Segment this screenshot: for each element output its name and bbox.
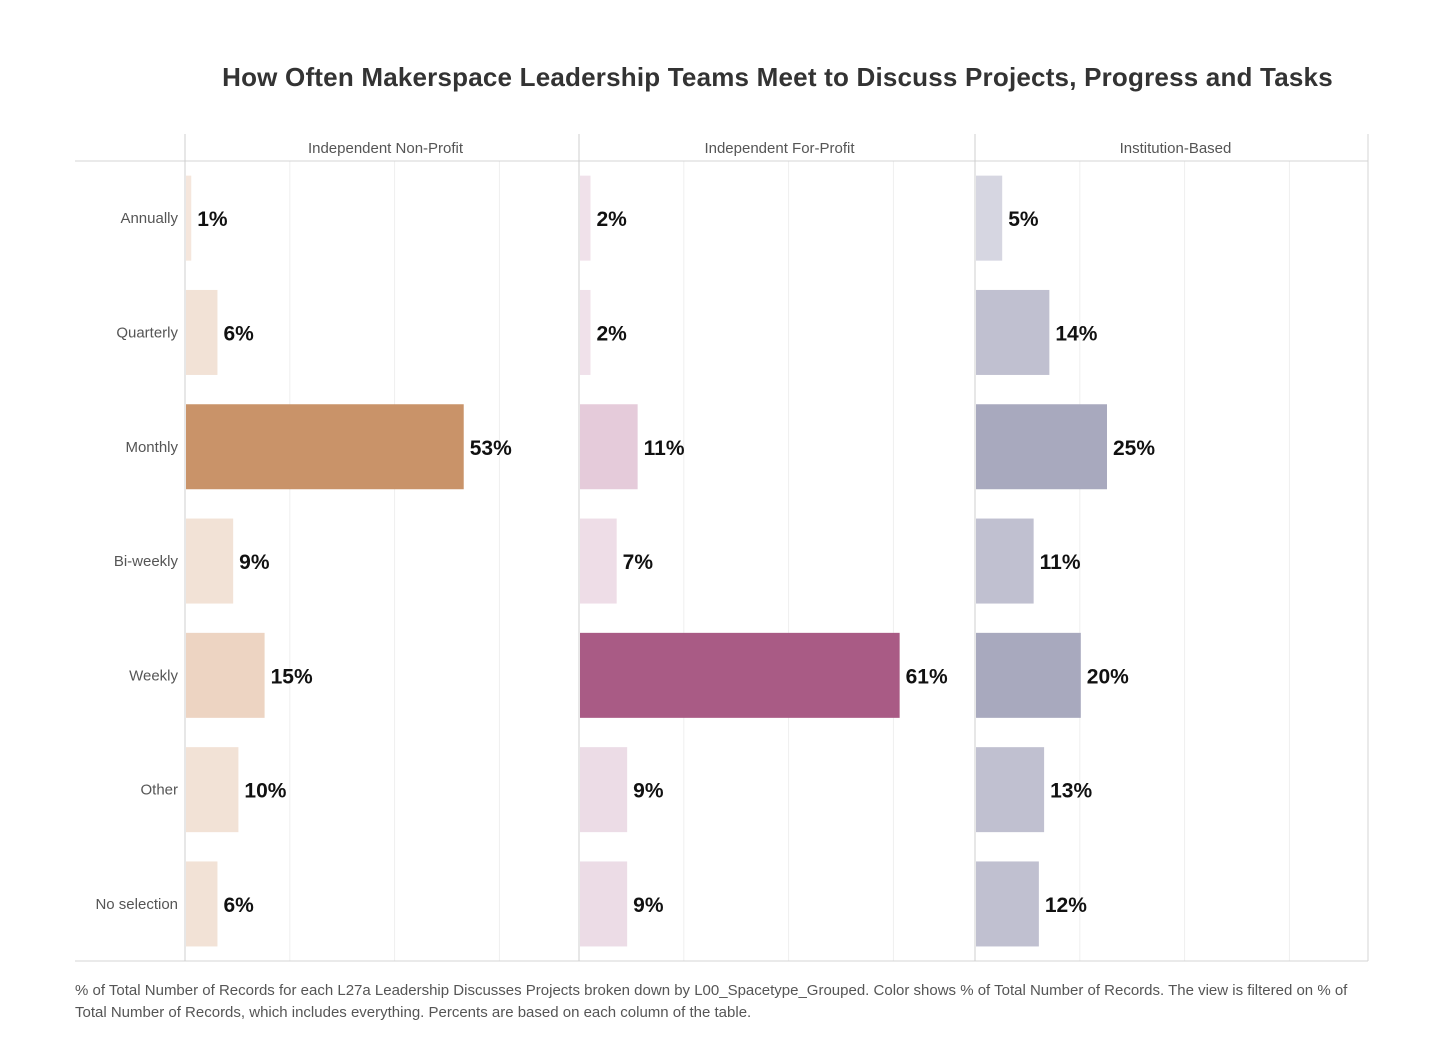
bar	[186, 289, 218, 375]
data-label: 11%	[644, 437, 685, 460]
axes: Independent Non-Profit Independent For-Pr…	[75, 134, 1369, 962]
bar	[580, 861, 628, 947]
category-label: No selection	[95, 896, 178, 913]
bar	[580, 518, 617, 604]
data-label: 9%	[633, 894, 664, 917]
bar	[186, 747, 239, 833]
gridlines	[289, 161, 1290, 961]
bar	[976, 632, 1081, 718]
data-label: 2%	[596, 208, 627, 231]
data-label: 53%	[470, 437, 512, 460]
data-label: 14%	[1055, 322, 1097, 345]
panel-header: Institution-Based	[1120, 140, 1232, 157]
data-label: 12%	[1045, 894, 1087, 917]
bar	[976, 747, 1045, 833]
data-label: 9%	[239, 551, 270, 574]
category-label: Monthly	[125, 439, 178, 456]
bars	[186, 175, 1107, 947]
data-label: 9%	[633, 780, 664, 803]
bar	[580, 632, 900, 718]
category-label: Bi-weekly	[114, 553, 179, 570]
data-label: 61%	[906, 665, 948, 688]
data-label: 7%	[623, 551, 654, 574]
bar	[580, 404, 638, 490]
panel-header: Independent For-Profit	[704, 140, 855, 157]
bar	[186, 518, 234, 604]
data-label: 10%	[244, 780, 286, 803]
bar	[976, 289, 1050, 375]
chart-footnote: % of Total Number of Records for each L2…	[75, 982, 1348, 1021]
data-label: 25%	[1113, 437, 1155, 460]
data-labels: 1% 6% 53% 9% 15% 10% 6% 2% 2% 11% 7% 61% 9% 9% 5% 14% 25…	[197, 208, 1155, 917]
data-label: 13%	[1050, 780, 1092, 803]
category-label: Weekly	[129, 667, 178, 684]
bar	[976, 404, 1107, 490]
category-label: Annually	[120, 210, 178, 227]
category-label: Other	[140, 782, 178, 799]
bar	[186, 404, 464, 490]
bar	[580, 175, 591, 261]
bar	[976, 518, 1034, 604]
bar	[976, 861, 1039, 947]
panel-header: Independent Non-Profit	[308, 140, 464, 157]
chart-title: How Often Makerspace Leadership Teams Me…	[222, 62, 1333, 92]
data-label: 20%	[1087, 665, 1129, 688]
data-label: 1%	[197, 208, 228, 231]
data-label: 5%	[1008, 208, 1039, 231]
bar	[186, 175, 192, 261]
data-label: 15%	[271, 665, 313, 688]
bar	[580, 289, 591, 375]
bar	[976, 175, 1003, 261]
bar	[186, 632, 265, 718]
category-label: Quarterly	[116, 324, 178, 341]
data-label: 6%	[223, 322, 254, 345]
data-label: 2%	[596, 322, 627, 345]
data-label: 11%	[1040, 551, 1081, 574]
bar	[186, 861, 218, 947]
bar	[580, 747, 628, 833]
data-label: 6%	[223, 894, 254, 917]
